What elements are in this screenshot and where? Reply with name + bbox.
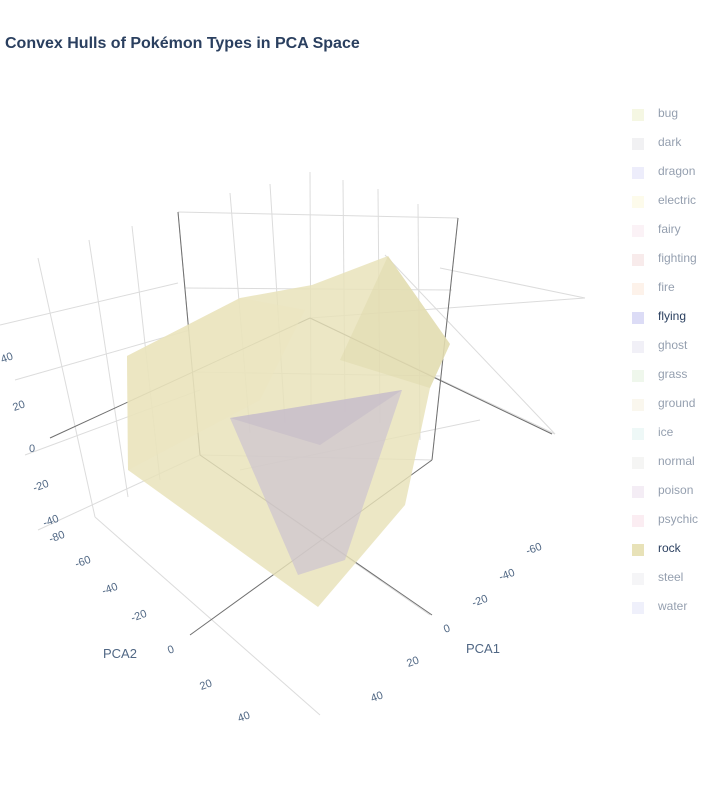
grid-line <box>37 257 96 518</box>
legend-label: fire <box>658 280 675 294</box>
x-tick-label: -40 <box>497 567 516 584</box>
legend-label: dark <box>658 135 682 149</box>
legend-item-fairy[interactable]: fairy <box>626 220 704 249</box>
y-axis-label: PCA2 <box>103 646 137 661</box>
legend-item-water[interactable]: water <box>626 597 704 626</box>
legend-label: electric <box>658 193 697 207</box>
z-tick-label: 0 <box>29 443 35 455</box>
y-tick-label: 20 <box>198 677 214 692</box>
legend-label: normal <box>658 454 695 468</box>
legend-label: fairy <box>658 222 681 236</box>
hull-flying <box>230 390 402 575</box>
grid-line <box>0 282 179 326</box>
y-tick-label: 0 <box>166 643 176 656</box>
legend-item-psychic[interactable]: psychic <box>626 510 704 539</box>
grid-line <box>439 267 586 299</box>
legend-label: ghost <box>658 338 688 352</box>
grid-line <box>88 239 129 498</box>
legend-label: dragon <box>658 164 696 178</box>
x-tick-label: 0 <box>442 622 452 635</box>
legend-swatch <box>632 225 644 237</box>
legend-swatch <box>632 138 644 150</box>
legend-label: bug <box>658 106 679 120</box>
z-tick-label: 40 <box>0 350 15 365</box>
legend-label: grass <box>658 367 688 381</box>
legend-label: ice <box>658 425 674 439</box>
z-tick-label: -40 <box>41 513 60 530</box>
hull-rock-face <box>340 256 450 388</box>
grid-line <box>177 211 459 219</box>
legend-swatch <box>632 573 644 585</box>
hull-flying-face <box>230 390 402 575</box>
legend-swatch <box>632 399 644 411</box>
legend-label: rock <box>658 541 681 555</box>
x-tick-label: -20 <box>470 593 489 610</box>
z-tick-label: 20 <box>11 398 27 413</box>
x-tick-labels: -60 -40 -20 0 20 40 <box>369 541 543 705</box>
legend-swatch <box>632 109 644 121</box>
y-tick-label: -20 <box>129 608 148 625</box>
legend-swatch <box>632 312 644 324</box>
hull-rock-face <box>127 298 305 470</box>
legend-label: psychic <box>658 512 699 526</box>
legend-swatch <box>632 167 644 179</box>
legend-swatch <box>632 486 644 498</box>
y-tick-labels: -80 -60 -40 -20 0 20 40 <box>47 529 251 725</box>
y-tick-label: -80 <box>47 529 66 546</box>
y-tick-label: -60 <box>73 554 92 571</box>
grid-line <box>14 329 191 381</box>
z-tick-labels: -40 -20 0 20 40 <box>0 350 60 529</box>
legend-item-grass[interactable]: grass <box>626 365 704 394</box>
x-tick-label: 40 <box>369 689 385 704</box>
legend-swatch <box>632 602 644 614</box>
legend-swatch <box>632 457 644 469</box>
legend-swatch <box>632 544 644 556</box>
legend-label: ground <box>658 396 696 410</box>
legend-item-dark[interactable]: dark <box>626 133 704 162</box>
legend-label: fighting <box>658 251 697 265</box>
legend-item-fighting[interactable]: fighting <box>626 249 704 278</box>
hull-flying-face <box>230 390 402 445</box>
legend-item-ice[interactable]: ice <box>626 423 704 452</box>
legend-item-fire[interactable]: fire <box>626 278 704 307</box>
legend-label: steel <box>658 570 684 584</box>
y-tick-label: -40 <box>100 581 119 598</box>
legend-item-poison[interactable]: poison <box>626 481 704 510</box>
legend-swatch <box>632 515 644 527</box>
legend-item-ghost[interactable]: ghost <box>626 336 704 365</box>
legend-item-steel[interactable]: steel <box>626 568 704 597</box>
legend-item-bug[interactable]: bug <box>626 104 704 133</box>
y-tick-label: 40 <box>236 709 252 724</box>
legend-swatch <box>632 428 644 440</box>
chart-title: Convex Hulls of Pokémon Types in PCA Spa… <box>5 35 360 52</box>
legend-label: water <box>658 599 688 613</box>
legend-swatch <box>632 341 644 353</box>
hull-meshes <box>127 256 450 607</box>
legend-label: poison <box>658 483 694 497</box>
legend-item-normal[interactable]: normal <box>626 452 704 481</box>
grid-line <box>94 516 321 716</box>
z-tick-label: -20 <box>31 478 50 495</box>
legend-swatch <box>632 370 644 382</box>
legend-swatch <box>632 283 644 295</box>
legend-label: flying <box>658 309 687 323</box>
legend-item-ground[interactable]: ground <box>626 394 704 423</box>
x-tick-label: -60 <box>524 541 543 558</box>
x-tick-label: 20 <box>405 654 421 669</box>
legend-item-dragon[interactable]: dragon <box>626 162 704 191</box>
grid-line <box>384 254 556 435</box>
legend-swatch <box>632 254 644 266</box>
legend: bug dark dragon electric fairy fighting fire fl… <box>626 104 704 626</box>
x-axis-label: PCA1 <box>466 641 500 656</box>
legend-item-rock[interactable]: rock <box>626 539 704 568</box>
legend-item-electric[interactable]: electric <box>626 191 704 220</box>
legend-swatch <box>632 196 644 208</box>
legend-item-flying[interactable]: flying <box>626 307 704 336</box>
